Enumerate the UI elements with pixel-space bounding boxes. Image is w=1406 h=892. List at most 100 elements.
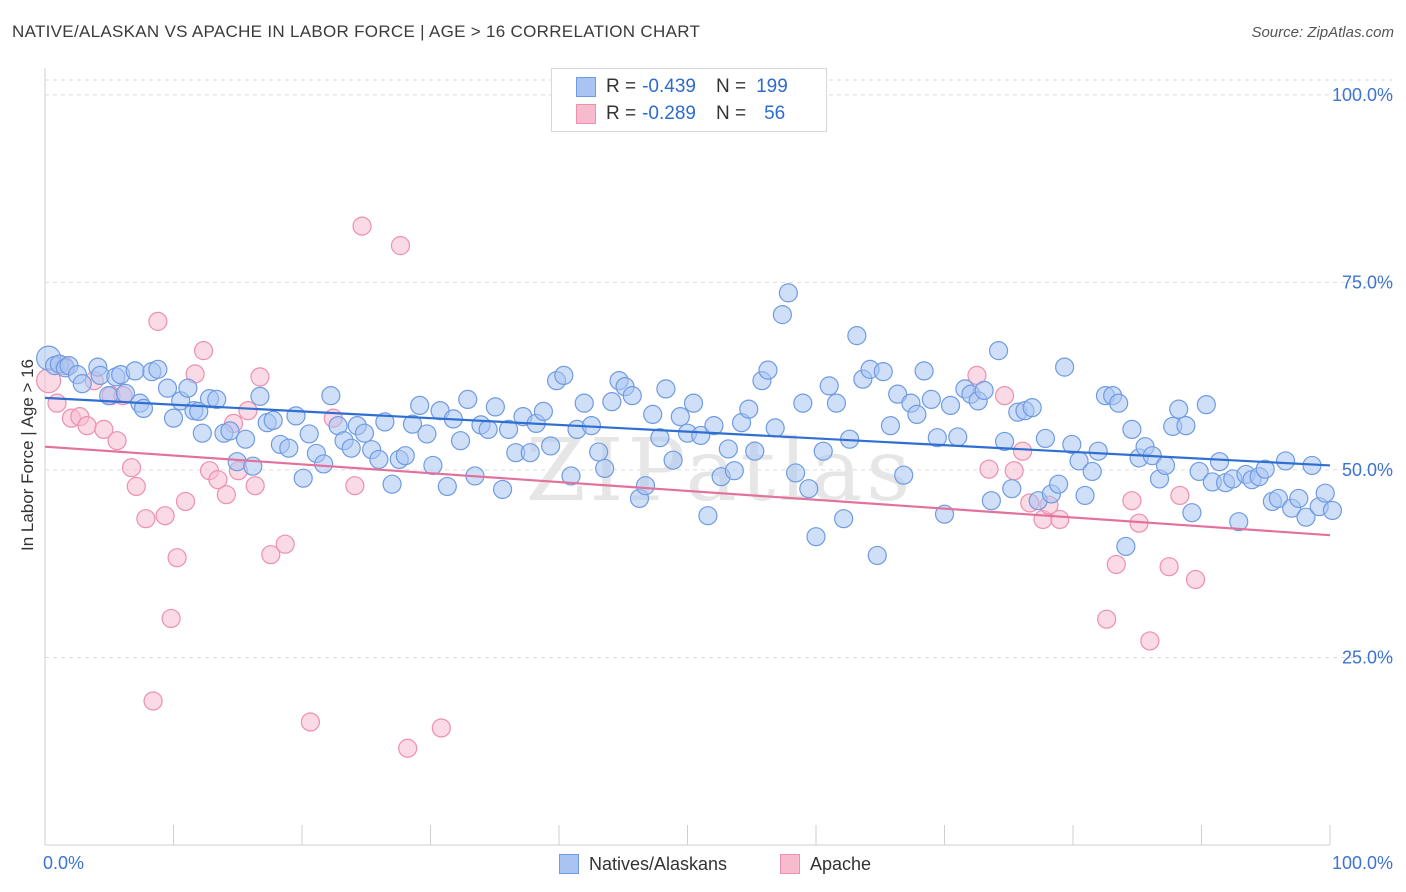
natives-point <box>880 416 901 436</box>
natives-point <box>554 365 574 386</box>
legend-item-apache[interactable]: Apache <box>780 852 871 876</box>
apache-point <box>167 548 187 568</box>
natives-point <box>683 393 704 413</box>
natives-point <box>1022 398 1042 418</box>
apache-point <box>121 458 142 478</box>
legend-item-natives[interactable]: Natives/Alaskans <box>559 852 727 876</box>
natives-point <box>402 414 423 434</box>
natives-point <box>602 392 622 412</box>
natives-point <box>643 404 663 425</box>
apache-point <box>148 311 168 331</box>
apache-point <box>238 401 258 421</box>
n-label: N = <box>715 103 747 124</box>
apache-point <box>300 712 321 732</box>
r-value: -0.439 <box>642 76 696 97</box>
natives-point <box>867 545 887 566</box>
natives-point <box>125 361 145 381</box>
natives-point <box>772 305 792 325</box>
apache-point <box>1012 441 1033 461</box>
natives-point <box>940 395 961 416</box>
natives-point <box>691 425 711 446</box>
natives-point <box>1296 507 1316 527</box>
apache-point <box>431 718 451 738</box>
stats-row-natives: R = -0.439 N = 199 <box>576 75 788 99</box>
natives-point <box>263 410 283 431</box>
apache-legend-label: Apache <box>810 853 872 874</box>
axes <box>44 68 1331 846</box>
apache-trend-line <box>44 445 1331 537</box>
natives-point <box>650 428 670 448</box>
r-label: R = <box>606 103 637 124</box>
natives-point <box>157 378 178 398</box>
natives-point <box>635 476 656 496</box>
natives-point <box>1322 500 1343 521</box>
natives-point <box>1002 479 1022 499</box>
natives-point <box>793 393 813 413</box>
natives-point <box>739 399 759 419</box>
natives-point <box>894 465 914 485</box>
n-label: N = <box>715 76 747 97</box>
natives-point <box>299 424 319 444</box>
apache-point <box>352 216 372 236</box>
apache-point <box>1004 461 1024 481</box>
natives-point <box>520 443 540 463</box>
natives-point <box>382 474 402 494</box>
stats-legend: R = -0.439 N = 199 R = -0.289 N = 56 <box>551 68 827 132</box>
apache-point <box>1122 491 1142 511</box>
apache-point <box>1097 609 1117 629</box>
natives-point <box>826 393 847 413</box>
apache-point <box>208 470 228 490</box>
natives-point <box>1315 483 1335 503</box>
natives-point <box>1055 357 1075 377</box>
natives-point <box>622 386 642 406</box>
natives-point <box>478 419 498 440</box>
natives-point <box>1088 441 1108 461</box>
natives-point <box>423 455 443 476</box>
natives-point <box>724 461 744 481</box>
natives-point <box>914 361 934 381</box>
tick-labels: 25.0% 50.0% 75.0% 100.0% 0.0% 100.0% <box>43 85 1393 873</box>
x-tick-label: 100.0% <box>1332 853 1393 873</box>
apache-point <box>107 431 127 451</box>
natives-point <box>574 393 594 413</box>
source-label: Source: ZipAtlas.com <box>1251 24 1394 41</box>
natives-point <box>873 362 893 382</box>
natives-point <box>799 479 819 499</box>
natives-point <box>1082 461 1102 482</box>
natives-legend-swatch <box>559 854 579 874</box>
natives-swatch <box>576 77 596 97</box>
natives-point <box>498 419 519 440</box>
apache-point <box>994 386 1015 406</box>
natives-point <box>375 412 395 432</box>
apache-point <box>143 691 163 711</box>
natives-point <box>1289 488 1309 509</box>
natives-point <box>1255 459 1275 479</box>
apache-point <box>245 476 265 496</box>
natives-point <box>1169 399 1189 419</box>
y-tick-label: 50.0% <box>1342 460 1393 480</box>
natives-point <box>235 429 256 449</box>
natives-point <box>1116 536 1136 557</box>
natives-point <box>561 466 581 486</box>
natives-point <box>417 424 437 444</box>
apache-point <box>390 236 411 256</box>
natives-legend-label: Natives/Alaskans <box>589 853 728 874</box>
natives-point <box>813 441 833 461</box>
natives-point <box>595 458 615 479</box>
natives-point <box>1182 503 1202 523</box>
natives-point <box>541 436 561 456</box>
apache-point <box>1106 554 1126 575</box>
natives-trend-line <box>44 396 1331 467</box>
natives-point <box>1176 416 1196 436</box>
apache-point <box>1050 509 1070 530</box>
natives-point <box>148 359 168 379</box>
natives-point <box>450 431 471 451</box>
apache-point <box>979 459 999 479</box>
natives-point <box>1109 393 1129 413</box>
natives-point <box>395 446 415 466</box>
natives-point <box>293 468 313 488</box>
stats-row-apache: R = -0.289 N = 56 <box>576 102 785 126</box>
natives-point <box>1189 461 1209 482</box>
apache-point <box>261 545 281 565</box>
apache-point <box>250 367 270 387</box>
